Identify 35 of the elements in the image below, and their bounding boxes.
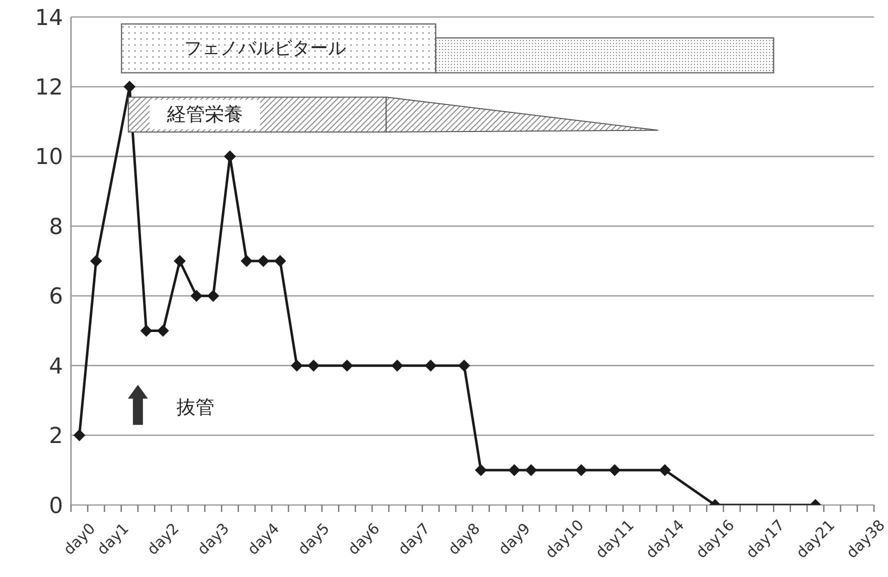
point — [240, 255, 253, 267]
point — [290, 360, 303, 372]
y-tick-label: 6 — [49, 284, 63, 310]
y-tick-label: 4 — [49, 354, 63, 380]
point — [391, 360, 404, 372]
y-tick-label: 10 — [35, 145, 63, 170]
point — [257, 255, 270, 267]
point — [424, 360, 437, 372]
y-tick-label: 2 — [49, 424, 63, 450]
point — [174, 255, 186, 267]
point — [274, 255, 286, 267]
point — [124, 80, 136, 93]
annotation: 抜管 — [176, 396, 214, 418]
y-tick-label: 14 — [35, 6, 63, 31]
y-tick-label: 12 — [35, 76, 63, 101]
point — [508, 464, 520, 476]
point — [525, 464, 538, 476]
annotation: 経管栄養 — [166, 104, 243, 126]
point — [157, 324, 170, 337]
point — [140, 324, 152, 337]
point — [207, 290, 220, 302]
point — [190, 290, 202, 302]
y-tick-label: 8 — [49, 214, 63, 240]
point — [575, 464, 588, 476]
point — [73, 429, 86, 442]
point — [341, 360, 354, 372]
point — [474, 464, 487, 476]
annotation: フェノバルビタール — [184, 38, 346, 59]
point — [308, 360, 320, 372]
point — [608, 464, 621, 476]
point — [658, 464, 671, 476]
point — [90, 255, 102, 267]
point — [458, 360, 470, 372]
y-tick-label: 0 — [49, 494, 63, 519]
point — [224, 150, 236, 162]
